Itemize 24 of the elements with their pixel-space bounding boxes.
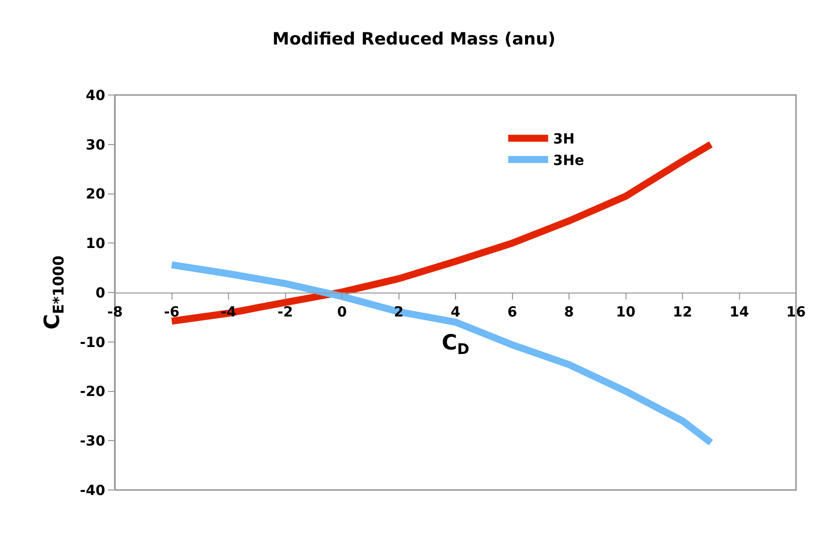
x-tick-label: 6 (507, 304, 518, 320)
legend-label: 3H (553, 132, 575, 148)
y-tick-label: 10 (86, 236, 106, 252)
chart-title: Modified Reduced Mass (anu) (272, 30, 556, 50)
y-tick-label: -30 (80, 434, 106, 450)
legend-label: 3He (553, 152, 584, 169)
y-tick-label: 30 (86, 137, 106, 154)
y-tick-label: -40 (80, 482, 106, 499)
y-tick-label: -10 (80, 334, 106, 351)
x-tick-label: 0 (337, 304, 348, 320)
x-tick-label: -8 (107, 304, 123, 320)
y-tick-label: 20 (86, 186, 106, 203)
x-tick-label: 12 (672, 304, 692, 320)
y-tick-label: 40 (86, 88, 106, 104)
x-tick-label: 16 (786, 304, 806, 320)
y-tick-label: 0 (95, 285, 106, 302)
x-tick-label: 10 (616, 304, 636, 320)
x-tick-label: 8 (564, 304, 574, 320)
y-tick-label: -20 (80, 384, 106, 400)
x-tick-label: -6 (164, 304, 180, 320)
x-tick-label: 4 (450, 304, 461, 320)
x-tick-label: -2 (277, 304, 294, 320)
x-axis-title: C$_{D}$ (442, 330, 470, 358)
x-tick-label: 14 (730, 304, 750, 320)
